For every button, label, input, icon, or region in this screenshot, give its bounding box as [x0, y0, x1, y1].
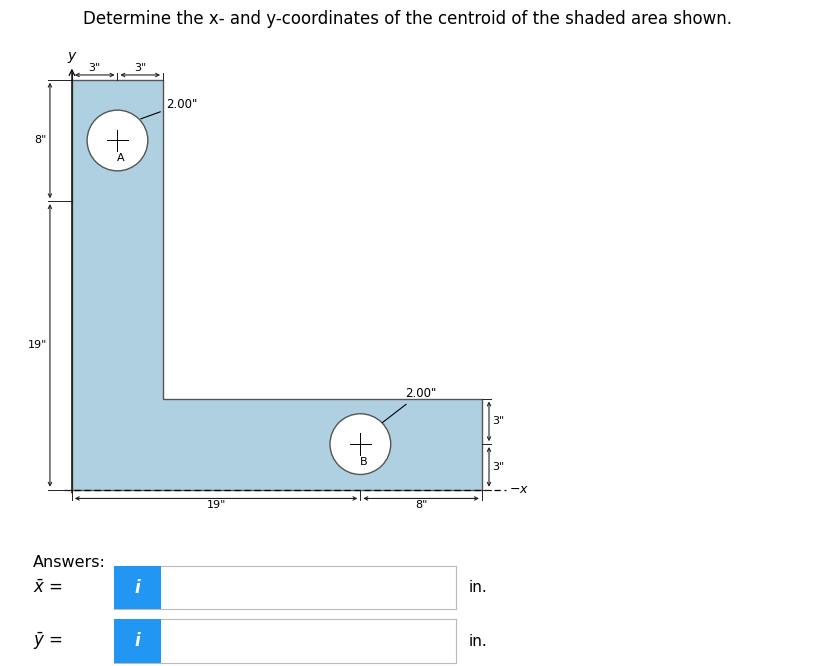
Text: Determine the x- and y-coordinates of the centroid of the shaded area shown.: Determine the x- and y-coordinates of th…: [83, 10, 732, 28]
Text: 3": 3": [492, 416, 504, 426]
Text: i: i: [134, 579, 141, 597]
Polygon shape: [72, 80, 482, 490]
Text: $\bar{x}$ =: $\bar{x}$ =: [33, 579, 62, 597]
Text: 3": 3": [89, 63, 101, 73]
Text: 2.00": 2.00": [141, 98, 197, 119]
Text: 19": 19": [206, 500, 226, 510]
Text: 8": 8": [34, 135, 46, 145]
Text: i: i: [134, 632, 141, 650]
Text: 2.00": 2.00": [382, 387, 436, 423]
Text: in.: in.: [469, 580, 487, 595]
Text: A: A: [117, 153, 125, 163]
Text: $-x$: $-x$: [509, 483, 529, 496]
Text: Answers:: Answers:: [33, 555, 105, 570]
Text: 3": 3": [492, 462, 504, 472]
Circle shape: [330, 414, 390, 474]
Text: $\bar{y}$ =: $\bar{y}$ =: [33, 630, 62, 652]
Text: 3": 3": [134, 63, 147, 73]
Text: in.: in.: [469, 633, 487, 649]
Text: B: B: [359, 457, 368, 467]
Circle shape: [87, 110, 148, 171]
Text: y: y: [68, 49, 76, 63]
Text: 19": 19": [28, 340, 46, 350]
Text: 8": 8": [415, 500, 427, 510]
